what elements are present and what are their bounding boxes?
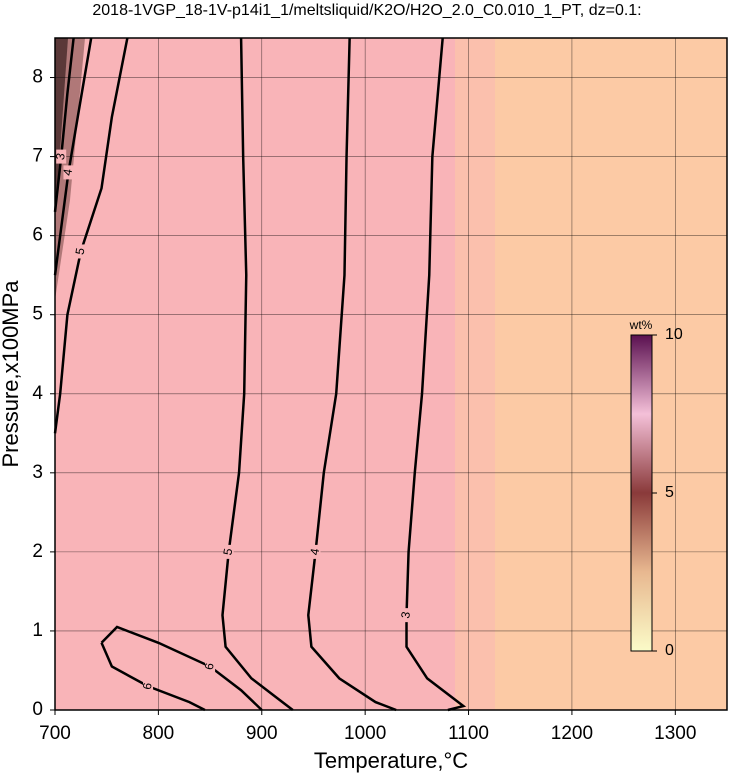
- contour-label-bg: [205, 659, 216, 674]
- contour-label-bg: [223, 544, 234, 559]
- contour-label-bg: [310, 544, 321, 559]
- contour-label: 5: [220, 547, 235, 556]
- contour-label-bg: [56, 149, 67, 164]
- x-tick-label: 1100: [448, 723, 489, 744]
- contour-label: 4: [60, 167, 75, 176]
- contour-label: 6: [202, 662, 217, 671]
- x-axis-label: Temperature,°C: [314, 748, 468, 773]
- y-axis-label: Pressure,x100MPa: [0, 280, 23, 468]
- contour-line: [53, 37, 75, 213]
- y-tick-label: 3: [32, 462, 43, 483]
- colorbar-tick-label: 10: [665, 326, 683, 343]
- y-tick-label: 4: [32, 383, 43, 404]
- contour-label-bg: [75, 244, 86, 259]
- colorbar-label: wt%: [629, 318, 653, 332]
- y-tick-label: 6: [32, 225, 43, 246]
- plot-background: [55, 38, 727, 710]
- contour-line: [405, 37, 467, 712]
- contour-label-bg: [143, 679, 154, 694]
- colorbar-tick-label: 0: [665, 642, 674, 659]
- y-tick-label: 1: [32, 620, 43, 641]
- y-tick-label: 5: [32, 304, 43, 325]
- contour-label: 3: [398, 610, 413, 619]
- x-tick-label: 700: [39, 723, 71, 744]
- chart-title: 2018-1VGP_18-1V-p14i1_1/meltsliquid/K2O/…: [92, 2, 641, 19]
- colorbar-tick-label: 5: [665, 484, 674, 501]
- contour-label: 5: [73, 246, 88, 255]
- y-tick-label: 2: [32, 541, 43, 562]
- colorbar: [630, 334, 653, 652]
- contour-line: [100, 625, 263, 711]
- contour-label-bg: [401, 608, 412, 623]
- contour-label-bg: [63, 165, 74, 180]
- contour-label: 6: [140, 681, 155, 690]
- y-tick-label: 8: [32, 67, 43, 88]
- x-tick-label: 1200: [551, 723, 593, 744]
- contour-label: 3: [53, 152, 68, 161]
- x-tick-label: 800: [143, 723, 175, 744]
- y-tick-label: 0: [32, 699, 43, 720]
- contour-label: 4: [307, 547, 322, 556]
- x-tick-label: 1000: [344, 723, 386, 744]
- plot-frame: [54, 37, 728, 711]
- x-tick-label: 900: [246, 723, 278, 744]
- x-tick-label: 1300: [654, 723, 696, 744]
- y-tick-label: 7: [32, 146, 43, 167]
